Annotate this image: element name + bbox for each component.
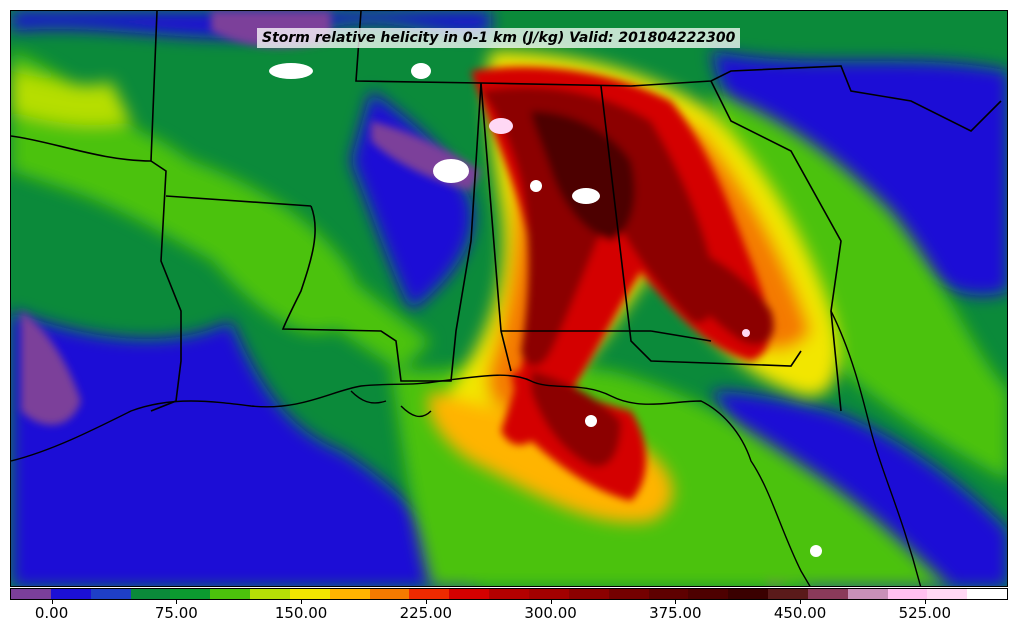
colorbar-segment	[489, 589, 529, 599]
map-panel: Storm relative helicity in 0-1 km (J/kg)…	[10, 10, 1008, 587]
colorbar-tick-label: 225.00	[399, 604, 453, 622]
colorbar-tick-label: 450.00	[773, 604, 827, 622]
colorbar-tick-label: 300.00	[524, 604, 577, 622]
colorbar-segment	[528, 589, 569, 599]
colorbar-segment	[449, 589, 490, 599]
colorbar-segment	[847, 589, 888, 599]
colorbar-ticks: 0.00 75.00 150.00 225.00 300.00 375.00 450.00 5…	[10, 600, 1008, 630]
colorbar-tick-label: 150.00	[274, 604, 328, 622]
colorbar-tick-label: 525.00	[898, 604, 952, 622]
helicity-map	[11, 11, 1007, 586]
colorbar-segment	[608, 589, 649, 599]
coastline	[11, 310, 922, 586]
colorbar-segment	[289, 589, 330, 599]
colorbar-segment	[409, 589, 450, 599]
state-boundaries	[11, 11, 1002, 412]
colorbar-segment	[329, 589, 370, 599]
colorbar-tick-mark	[301, 600, 303, 604]
colorbar-segment	[648, 589, 689, 599]
moderate-helicity-region	[11, 51, 1007, 586]
colorbar-segment	[250, 589, 290, 599]
colorbar	[10, 588, 1008, 600]
extreme-helicity-spots	[269, 63, 822, 557]
colorbar-tick-label: 0.00	[34, 604, 69, 622]
colorbar-tick-label: 75.00	[154, 604, 198, 622]
colorbar-tick-label: 375.00	[649, 604, 702, 622]
colorbar-segment	[90, 589, 131, 599]
colorbar-tick-mark	[550, 600, 552, 604]
colorbar-segment	[369, 589, 410, 599]
colorbar-tick-mark	[51, 600, 53, 604]
colorbar-segment	[967, 589, 1008, 599]
colorbar-segment	[50, 589, 91, 599]
colorbar-segment	[887, 589, 928, 599]
colorbar-segment	[807, 589, 848, 599]
colorbar-tick-mark	[800, 600, 802, 604]
colorbar-segment	[768, 589, 808, 599]
colorbar-segment	[210, 589, 251, 599]
colorbar-tick-mark	[675, 600, 677, 604]
colorbar-segment	[728, 589, 769, 599]
colorbar-segment	[568, 589, 609, 599]
colorbar-tick-mark	[176, 600, 178, 604]
colorbar-segment	[130, 589, 171, 599]
colorbar-segment	[927, 589, 968, 599]
colorbar-segment	[688, 589, 729, 599]
colorbar-segment	[11, 589, 51, 599]
texas-border	[150, 11, 182, 412]
colorbar-tick-mark	[425, 600, 427, 604]
colorbar-tick-mark	[924, 600, 926, 604]
colorbar-segment	[170, 589, 211, 599]
map-title: Storm relative helicity in 0-1 km (J/kg)…	[257, 28, 741, 48]
